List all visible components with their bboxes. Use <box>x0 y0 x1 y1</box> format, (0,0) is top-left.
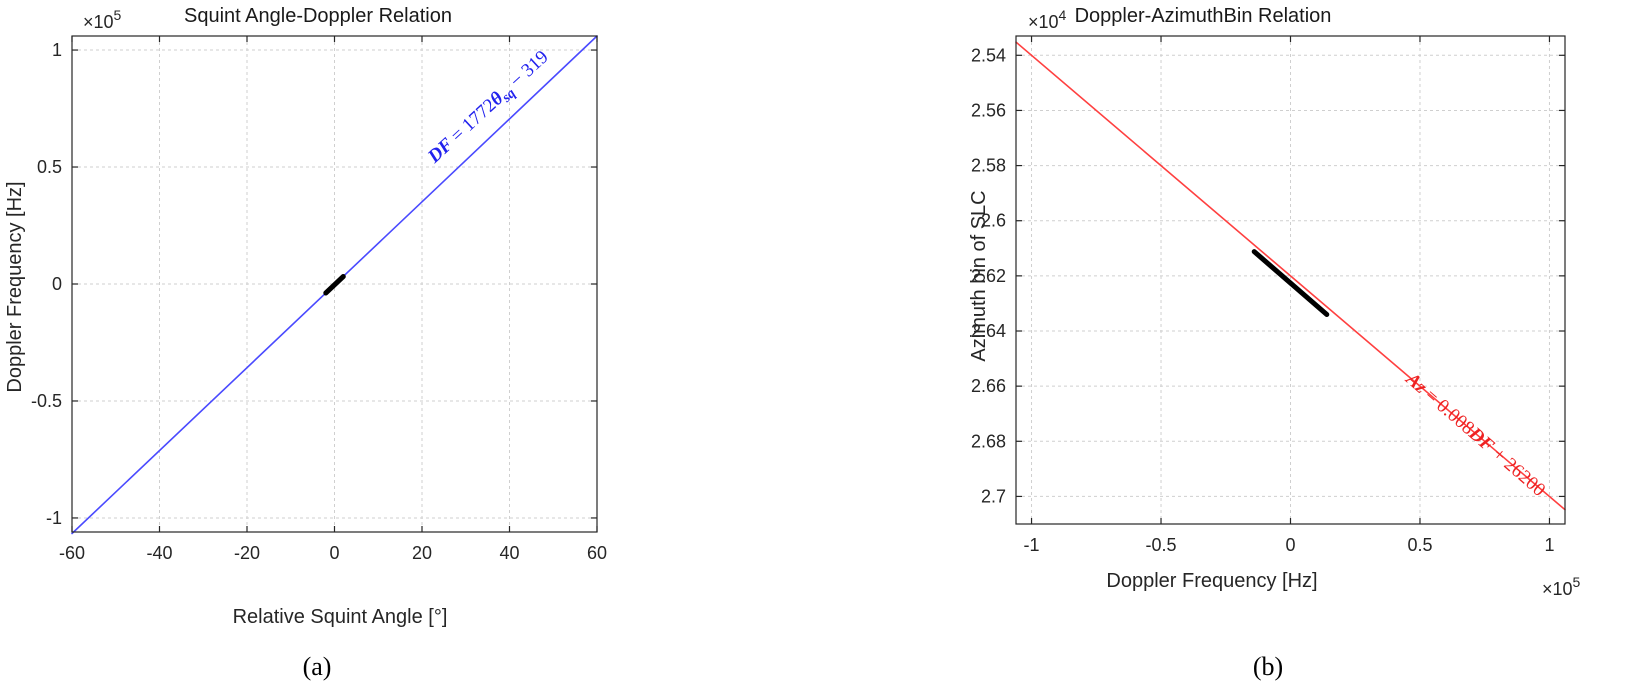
y-ticks-a: -1 -0.5 0 0.5 1 <box>31 40 597 528</box>
series-b <box>1015 41 1566 511</box>
data-segment-a <box>323 274 346 296</box>
x-ticks-a: -60 -40 -20 0 20 40 60 <box>59 36 607 563</box>
y-tick-label-b: 2.7 <box>981 486 1006 506</box>
grid-b <box>1016 36 1565 524</box>
panel-label-b: (b) <box>1253 652 1283 681</box>
chart-title-a: Squint Angle-Doppler Relation <box>184 5 452 27</box>
y-tick-label-a: 1 <box>52 40 62 60</box>
y-multiplier-a: ×105 <box>83 7 122 32</box>
y-tick-label-b: 2.54 <box>971 45 1006 65</box>
x-ticks-b: -1 -0.5 0 0.5 1 <box>1024 36 1554 555</box>
y-axis-label-a: Doppler Frequency [Hz] <box>4 181 26 392</box>
y-tick-label-a: 0 <box>52 274 62 294</box>
y-multiplier-b: ×104 <box>1028 7 1067 32</box>
x-tick-label-b: 0.5 <box>1407 535 1432 555</box>
x-axis-label-b: Doppler Frequency [Hz] <box>1106 570 1317 592</box>
x-tick-label-b: 0 <box>1285 535 1295 555</box>
x-multiplier-b: ×105 <box>1542 574 1581 599</box>
y-tick-label-b: 2.6 <box>981 211 1006 231</box>
y-tick-label-b: 2.64 <box>971 321 1006 341</box>
x-tick-label-a: -60 <box>59 543 85 563</box>
x-tick-label-a: 0 <box>329 543 339 563</box>
y-tick-label-b: 2.62 <box>971 266 1006 286</box>
x-tick-label-a: 40 <box>499 543 519 563</box>
x-tick-label-a: -40 <box>146 543 172 563</box>
y-tick-label-b: 2.56 <box>971 100 1006 120</box>
y-axis-label-b: Azimuth bin of SLC <box>968 190 990 361</box>
y-tick-label-b: 2.68 <box>971 431 1006 451</box>
panel-label-a: (a) <box>303 652 332 681</box>
x-axis-label-a: Relative Squint Angle [°] <box>233 606 448 628</box>
fit-line-b <box>1015 41 1566 511</box>
y-tick-label-a: -0.5 <box>31 391 62 411</box>
chart-title-b: Doppler-AzimuthBin Relation <box>1075 5 1332 27</box>
panel-a: -60 -40 -20 0 20 40 60 -1 -0.5 0 0.5 1 Squint Angl… <box>4 5 607 681</box>
x-tick-label-a: 20 <box>412 543 432 563</box>
x-tick-label-a: 60 <box>587 543 607 563</box>
y-tick-label-a: -1 <box>46 508 62 528</box>
y-tick-label-b: 2.66 <box>971 376 1006 396</box>
y-tick-label-a: 0.5 <box>37 157 62 177</box>
panel-b: -1 -0.5 0 0.5 1 2.542.562.582.62.622.642.662… <box>968 5 1581 681</box>
y-tick-label-b: 2.58 <box>971 156 1006 176</box>
data-segment-b <box>1251 249 1330 317</box>
x-tick-label-b: -1 <box>1024 535 1040 555</box>
series-a <box>71 35 598 535</box>
x-tick-label-a: -20 <box>234 543 260 563</box>
x-tick-label-b: 1 <box>1544 535 1554 555</box>
x-tick-label-b: -0.5 <box>1146 535 1177 555</box>
y-ticks-b: 2.54 2.56 2.58 2.6 2.62 2.64 2.66 2.68 2.7 <box>971 45 1565 506</box>
